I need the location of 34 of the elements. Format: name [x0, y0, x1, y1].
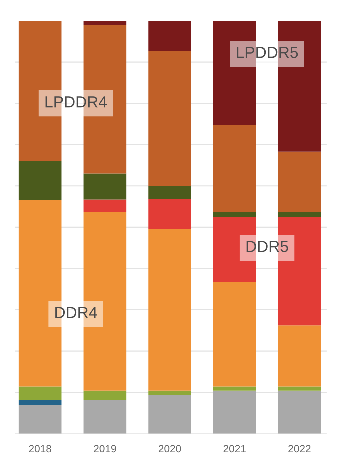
- bar: [148, 395, 192, 434]
- bar: [213, 212, 256, 218]
- bar: [278, 390, 322, 434]
- bar: [213, 390, 256, 434]
- bar: [278, 212, 322, 218]
- bar: [148, 199, 192, 230]
- bar: [18, 404, 62, 434]
- series-label: LPDDR4: [46, 96, 108, 108]
- bar: [213, 125, 256, 213]
- x-tick-label: 2018: [29, 445, 52, 453]
- bar: [148, 390, 192, 396]
- bar: [213, 386, 256, 391]
- bar: [84, 390, 127, 400]
- bar: [84, 174, 127, 200]
- bar: [18, 161, 62, 200]
- bar: [148, 229, 192, 391]
- series-label: DDR5: [246, 241, 288, 252]
- bar: [213, 282, 256, 387]
- bar: [148, 20, 192, 52]
- x-tick-label: 2019: [94, 445, 116, 453]
- x-tick-label: 2022: [288, 445, 311, 453]
- bar: [278, 386, 322, 391]
- x-tick-label: 2021: [224, 445, 246, 453]
- bar: [148, 186, 192, 200]
- bar: [278, 326, 322, 387]
- bar: [18, 400, 62, 405]
- bar: [148, 52, 192, 187]
- bar: [84, 400, 127, 434]
- bar: [278, 152, 322, 213]
- series-label: DDR4: [56, 307, 98, 318]
- x-tick-label: 2020: [158, 445, 182, 453]
- bar: [84, 200, 127, 213]
- bar: [18, 386, 62, 400]
- bar: [84, 20, 127, 26]
